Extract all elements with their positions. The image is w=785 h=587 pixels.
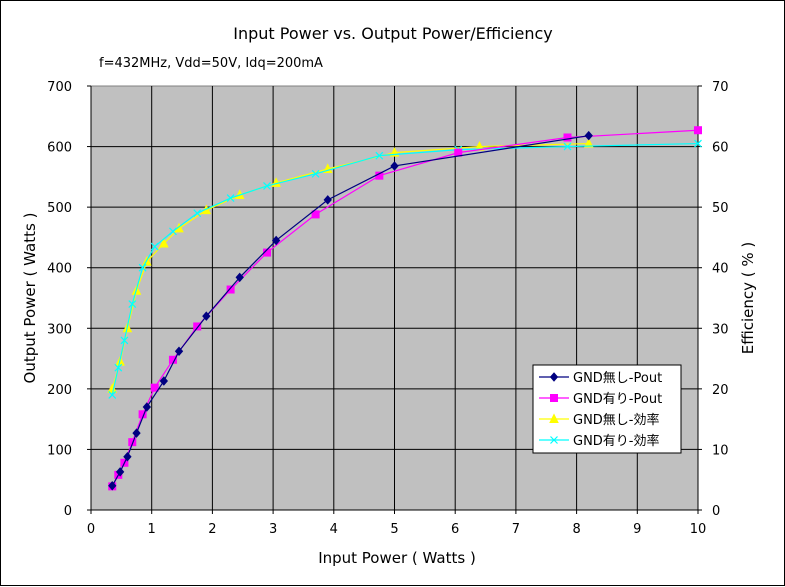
y2-tick-label: 40 (712, 262, 729, 277)
legend-box (532, 364, 682, 454)
series-3 (108, 139, 702, 399)
data-point (311, 169, 320, 178)
data-point (159, 376, 169, 386)
data-point (120, 336, 129, 345)
data-point (132, 428, 141, 438)
data-point (174, 346, 184, 357)
y2-tick-label: 0 (712, 504, 720, 519)
x-tick-label: 5 (390, 522, 398, 537)
data-point (390, 161, 399, 171)
legend-marker (550, 394, 558, 402)
legend-label: GND有り-効率 (573, 433, 660, 449)
x-tick-label: 9 (633, 522, 641, 537)
data-point (323, 195, 332, 205)
data-point (193, 209, 202, 218)
data-point (271, 235, 281, 246)
data-point (311, 210, 320, 219)
data-point (123, 451, 132, 462)
x-tick-label: 1 (148, 522, 156, 537)
data-point (108, 481, 117, 491)
legend-label: GND有り-Pout (573, 392, 662, 407)
y2-tick-label: 10 (712, 443, 729, 458)
y-tick-label: 600 (47, 141, 72, 156)
y-tick-label: 0 (64, 504, 72, 519)
data-point (108, 390, 117, 399)
y2-tick-label: 30 (712, 322, 729, 337)
x-tick-label: 4 (330, 522, 338, 537)
data-point (563, 142, 572, 151)
data-point (150, 242, 159, 251)
x-tick-label: 0 (87, 522, 95, 537)
legend-marker (549, 413, 559, 423)
y2-tick-label: 50 (712, 201, 729, 216)
data-point (114, 363, 123, 372)
x-tick-label: 7 (512, 522, 520, 537)
data-point (694, 126, 702, 135)
chart-title: Input Power vs. Output Power/Efficiency (233, 24, 552, 43)
y2-tick-label: 20 (712, 383, 729, 398)
data-point (235, 272, 244, 283)
x-axis-title: Input Power ( Watts ) (318, 549, 476, 567)
chart-subtitle: f=432MHz, Vdd=50V, Idq=200mA (99, 56, 323, 71)
data-point (142, 402, 152, 412)
data-point (583, 137, 594, 148)
data-point (128, 300, 137, 308)
y-tick-label: 300 (47, 322, 72, 337)
y-tick-label: 100 (47, 443, 72, 458)
legend: GND無し-Pout GND有り-Pout GND無し-効率 GND有り-効率 (532, 364, 682, 454)
data-point (150, 383, 159, 392)
data-point (226, 194, 235, 202)
data-point (563, 133, 572, 142)
data-point (193, 322, 202, 331)
legend-marker (549, 372, 559, 382)
x-tick-label: 6 (451, 522, 459, 537)
data-point (169, 227, 177, 236)
legend-label: GND無し-効率 (573, 412, 660, 428)
x-tick-label: 3 (269, 522, 277, 537)
legend-marker (550, 436, 558, 444)
x-tick-label: 8 (572, 522, 580, 537)
y-tick-label: 500 (47, 201, 72, 216)
data-point (159, 237, 169, 248)
data-point (226, 285, 235, 294)
series-0 (108, 130, 593, 491)
data-point (584, 130, 593, 141)
data-point (263, 182, 271, 190)
y2-tick-label: 70 (712, 80, 729, 95)
y-tick-label: 200 (47, 383, 72, 398)
data-point (138, 263, 147, 272)
legend-label: GND無し-Pout (573, 371, 662, 386)
y-axis-title: Output Power ( Watts ) (21, 213, 39, 384)
data-point (375, 151, 384, 160)
data-point (115, 467, 125, 477)
y-tick-label: 700 (47, 80, 72, 95)
y2-axis-title: Efficiency ( % ) (739, 242, 757, 355)
y2-tick-label: 60 (712, 141, 729, 156)
x-tick-label: 2 (208, 522, 216, 537)
data-point (202, 311, 211, 321)
x-tick-label: 10 (690, 522, 707, 537)
data-point (694, 139, 702, 148)
y-tick-label: 400 (47, 262, 72, 277)
